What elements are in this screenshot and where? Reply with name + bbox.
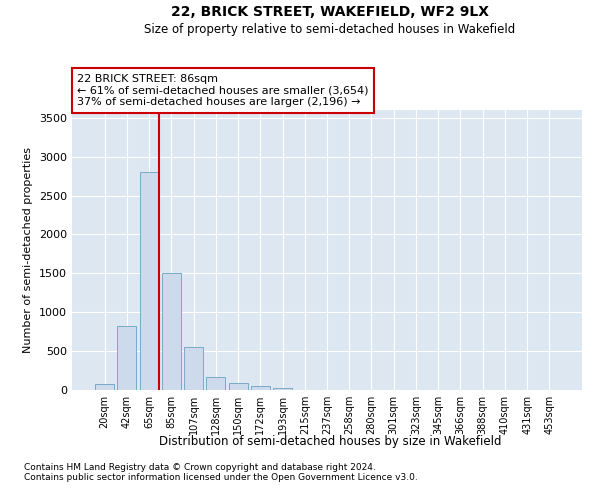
- Bar: [184, 347, 203, 390]
- Text: Distribution of semi-detached houses by size in Wakefield: Distribution of semi-detached houses by …: [159, 435, 501, 448]
- Bar: [273, 388, 292, 390]
- Text: Contains HM Land Registry data © Crown copyright and database right 2024.: Contains HM Land Registry data © Crown c…: [24, 464, 376, 472]
- Bar: [95, 384, 114, 390]
- Text: 22 BRICK STREET: 86sqm
← 61% of semi-detached houses are smaller (3,654)
37% of : 22 BRICK STREET: 86sqm ← 61% of semi-det…: [77, 74, 368, 107]
- Bar: [251, 386, 270, 390]
- Bar: [206, 377, 225, 390]
- Bar: [229, 383, 248, 390]
- Bar: [140, 172, 158, 390]
- Text: Size of property relative to semi-detached houses in Wakefield: Size of property relative to semi-detach…: [145, 22, 515, 36]
- Bar: [118, 326, 136, 390]
- Text: Contains public sector information licensed under the Open Government Licence v3: Contains public sector information licen…: [24, 474, 418, 482]
- Text: 22, BRICK STREET, WAKEFIELD, WF2 9LX: 22, BRICK STREET, WAKEFIELD, WF2 9LX: [171, 5, 489, 19]
- Y-axis label: Number of semi-detached properties: Number of semi-detached properties: [23, 147, 34, 353]
- Bar: [162, 274, 181, 390]
